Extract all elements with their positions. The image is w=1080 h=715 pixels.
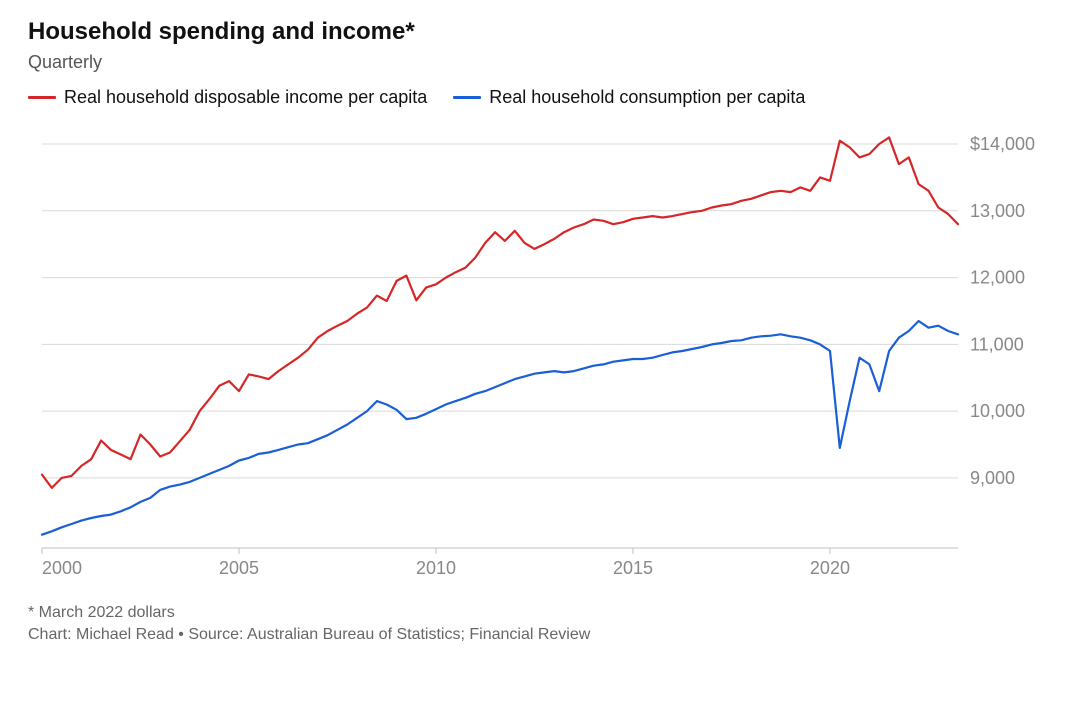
svg-text:2015: 2015: [613, 558, 653, 578]
legend-swatch-consumption: [453, 96, 481, 99]
svg-text:9,000: 9,000: [970, 468, 1015, 488]
svg-text:11,000: 11,000: [970, 334, 1024, 354]
svg-text:2005: 2005: [219, 558, 259, 578]
svg-text:2010: 2010: [416, 558, 456, 578]
svg-text:12,000: 12,000: [970, 268, 1025, 288]
legend-label-consumption: Real household consumption per capita: [489, 87, 805, 108]
svg-text:10,000: 10,000: [970, 401, 1025, 421]
legend-item-income: Real household disposable income per cap…: [28, 87, 427, 108]
svg-text:2020: 2020: [810, 558, 850, 578]
footnote: * March 2022 dollars: [28, 604, 1052, 622]
legend: Real household disposable income per cap…: [28, 87, 1052, 108]
plot-holder: 9,000 10,000 11,000 12,000 13,000 $14,000 2000…: [28, 116, 1052, 586]
line-chart: 9,000 10,000 11,000 12,000 13,000 $14,000 2000…: [28, 116, 1052, 586]
legend-item-consumption: Real household consumption per capita: [453, 87, 805, 108]
svg-text:2000: 2000: [42, 558, 82, 578]
source-line: Chart: Michael Read • Source: Australian…: [28, 626, 1052, 644]
series-income: [42, 137, 958, 488]
chart-container: Household spending and income* Quarterly…: [0, 0, 1080, 715]
svg-text:$14,000: $14,000: [970, 134, 1035, 154]
chart-title: Household spending and income*: [28, 18, 1052, 46]
series-consumption: [42, 321, 958, 535]
svg-text:13,000: 13,000: [970, 201, 1025, 221]
chart-subtitle: Quarterly: [28, 52, 1052, 73]
legend-swatch-income: [28, 96, 56, 99]
legend-label-income: Real household disposable income per cap…: [64, 87, 427, 108]
